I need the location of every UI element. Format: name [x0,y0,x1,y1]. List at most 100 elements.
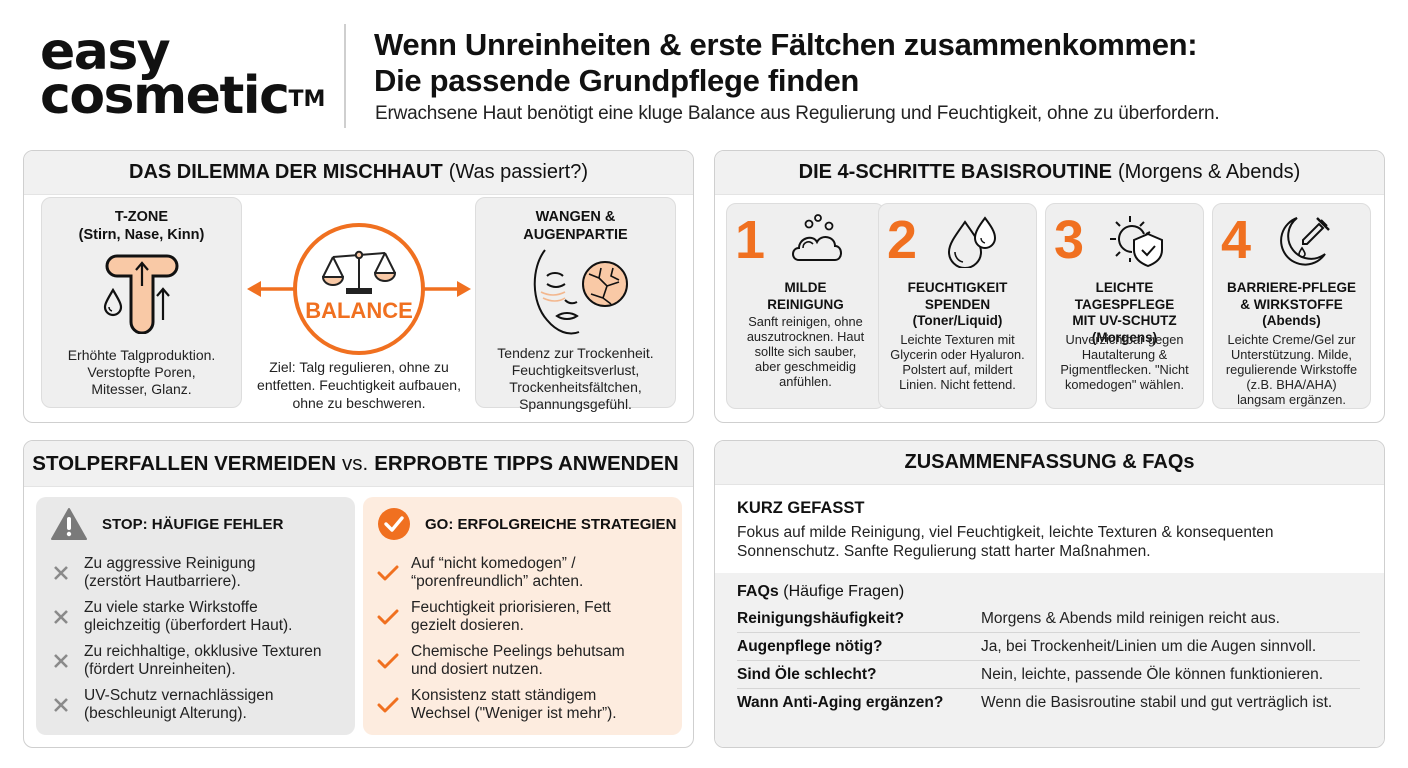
go-heading: GO: ERFOLGREICHE STRATEGIEN [377,507,676,541]
faq-question: Reinigungshäufigkeit? [737,609,905,627]
step-desc-line: Unverzichtbar gegen [1065,332,1184,347]
balance-desc: Ziel: Talg regulieren, ohne zu entfetten… [249,358,469,412]
stop-item-line: Zu aggressive Reinigung [84,555,256,572]
balance-desc-line3: ohne zu beschweren. [292,395,426,411]
routine-title-bold: DIE 4-SCHRITTE BASISROUTINE [798,161,1113,183]
faq-row: Augenpflege nötig? Ja, bei Trockenheit/L… [737,633,1360,661]
go-item-line: Auf “nicht komedogen” / [411,555,576,572]
go-heading-text: GO: ERFOLGREICHE STRATEGIEN [425,515,677,533]
kurz-desc-line1: Fokus auf milde Reinigung, viel Feuchtig… [737,524,1274,541]
dilemma-panel: DAS DILEMMA DER MISCHHAUT (Was passiert?… [23,150,694,423]
go-box: GO: ERFOLGREICHE STRATEGIEN Auf “nicht k… [363,497,682,735]
check-icon [377,564,399,582]
header: easy cosmeticTM Wenn Unreinheiten & erst… [0,0,1408,140]
step-title-line: MILDE [784,280,827,295]
stop-item-line: Zu reichhaltige, okklusive Texturen [84,643,322,660]
faq-question: Sind Öle schlecht? [737,665,877,683]
balance-arrows-icon [247,223,471,355]
step-desc: Leichte Creme/Gel zur Unterstützung. Mil… [1217,332,1366,407]
faq-title-light: (Häufige Fragen) [783,583,905,600]
brand-line2: cosmetic [40,66,290,126]
sun-shield-icon [1110,216,1163,268]
dilemma-title-bold: DAS DILEMMA DER MISCHHAUT [129,161,443,183]
go-item-line: Konsistenz statt ständigem [411,687,597,704]
step-desc-line: regulierende Wirkstoffe [1225,362,1358,377]
faq-row: Sind Öle schlecht? Nein, leichte, passen… [737,661,1360,689]
step-title-line: & WIRKSTOFFE [1240,296,1343,312]
step-title-line: LEICHTE TAGESPFLEGE [1074,280,1175,312]
trademark: TM [288,87,326,112]
step-title: MILDE REINIGUNG [729,280,882,313]
routine-panel: DIE 4-SCHRITTE BASISROUTINE (Morgens & A… [714,150,1385,423]
routine-title-light: (Morgens & Abends) [1118,161,1301,183]
wangen-card: WANGEN & AUGENPARTIE Tendenz zur Trocken… [475,197,676,412]
stop-item-line: (fördert Unreinheiten). [84,661,236,678]
balance-desc-line1: Ziel: Talg regulieren, ohne zu [269,359,449,375]
stop-item-line: (zerstört Hautbarriere). [84,573,241,590]
tzone-title-line2: (Stirn, Nase, Kinn) [78,227,205,243]
go-item: Auf “nicht komedogen” / “porenfreundlich”… [377,555,674,591]
routine-step-1: 1 MILDE REINIGUNG Sanft reinigen, ohne a… [726,203,885,409]
tzone-card: T-ZONE (Stirn, Nase, Kinn) Erhöhte Talgp… [41,197,242,408]
x-icon [50,608,72,626]
step-title-line: FEUCHTIGKEIT [907,280,1008,295]
page-title: Wenn Unreinheiten & erste Fältchen zusam… [374,27,1198,99]
faq-answer: Ja, bei Trockenheit/Linien um die Augen … [981,637,1317,655]
wangen-desc-line1: Tendenz zur Trockenheit. [497,345,654,361]
tips-title-vs: vs. [342,451,369,475]
step-desc-line: anfühlen. [779,374,832,389]
warning-icon [51,508,87,540]
go-item-line: Chemische Peelings behutsam [411,643,625,660]
step-title: LEICHTE TAGESPFLEGE MIT UV-SCHUTZ (Morge… [1048,280,1201,346]
step-number: 2 [887,210,918,270]
stop-item-line: (beschleunigt Alterung). [84,705,247,722]
step-title: BARRIERE-PFLEGE & WIRKSTOFFE (Abends) [1215,280,1368,330]
balance-graphic: BALANCE [239,203,479,413]
step-desc-line: langsam ergänzen. [1237,392,1346,407]
page-subtitle: Erwachsene Haut benötigt eine kluge Bala… [375,103,1220,124]
stop-item-line: gleichzeitig (überfordert Haut). [84,617,293,634]
step-title: FEUCHTIGKEIT SPENDEN (Toner/Liquid) [881,280,1034,330]
step-title-line: BARRIERE-PFLEGE [1226,280,1356,295]
tzone-title: T-ZONE (Stirn, Nase, Kinn) [42,208,241,244]
tzone-desc-line1: Erhöhte Talgproduktion. [67,347,216,363]
routine-step-2: 2 FEUCHTIGKEIT SPENDEN (Toner/Liquid) Le… [878,203,1037,409]
faq-row: Wann Anti-Aging ergänzen? Wenn die Basis… [737,689,1360,717]
kurz-title: KURZ GEFASST [737,499,865,517]
stop-item: Zu reichhaltige, okklusive Texturen (förd… [50,643,347,679]
wangen-title-line2: AUGENPARTIE [523,227,628,243]
summary-kurz: KURZ GEFASST Fokus auf milde Reinigung, … [715,485,1384,573]
step-desc-line: komedogen" wählen. [1064,377,1185,392]
routine-step-3: 3 LEICHTE TAGESPFLEGE MIT UV-SCHUTZ (Mor… [1045,203,1204,409]
step-title-line: (Abends) [1262,313,1321,328]
step-desc-line: sollte sich sauber, [754,344,857,359]
go-list: Auf “nicht komedogen” / “porenfreundlich”… [377,555,674,731]
stop-box: STOP: HÄUFIGE FEHLER Zu aggressive Reini… [36,497,355,735]
faq-answer: Morgens & Abends mild reinigen reicht au… [981,609,1280,627]
stop-item: Zu aggressive Reinigung (zerstört Hautbar… [50,555,347,591]
tips-title-part1: STOLPERFALLEN VERMEIDEN [32,451,337,475]
faq-title-bold: FAQs [737,583,779,600]
x-icon [50,652,72,670]
x-icon [50,696,72,714]
stop-item-line: UV-Schutz vernachlässigen [84,687,274,704]
step-title-line: MIT UV-SCHUTZ [1072,313,1177,328]
step-desc-line: Linien. Nicht fettend. [899,377,1016,392]
brand-line1: easy [40,22,171,82]
step-desc-line: aber geschmeidig [754,359,856,374]
page-title-line2: Die passende Grundpflege finden [374,63,860,98]
step-desc-line: Leichte Creme/Gel zur [1227,332,1356,347]
step-desc: Leichte Texturen mit Glycerin oder Hyalu… [883,332,1032,392]
step-number: 1 [735,210,766,270]
balance-desc-line2: entfetten. Feuchtigkeit aufbauen, [257,377,461,393]
wangen-desc-line2: Feuchtigkeitsverlust, [511,362,640,378]
routine-step-4: 4 BARRIERE-PFLEGE & WIRKSTOFFE (Abends) … [1212,203,1371,409]
check-icon [377,608,399,626]
summary-panel: ZUSAMMENFASSUNG & FAQs KURZ GEFASST Foku… [714,440,1385,748]
header-divider [344,24,346,128]
go-item-line: “porenfreundlich” achten. [411,573,584,590]
step-desc: Sanft reinigen, ohne auszutrocknen. Haut… [731,314,880,389]
brand-logo: easy cosmeticTM [40,22,326,122]
stop-list: Zu aggressive Reinigung (zerstört Hautbar… [50,555,347,731]
step-title-line: (Toner/Liquid) [912,313,1003,328]
